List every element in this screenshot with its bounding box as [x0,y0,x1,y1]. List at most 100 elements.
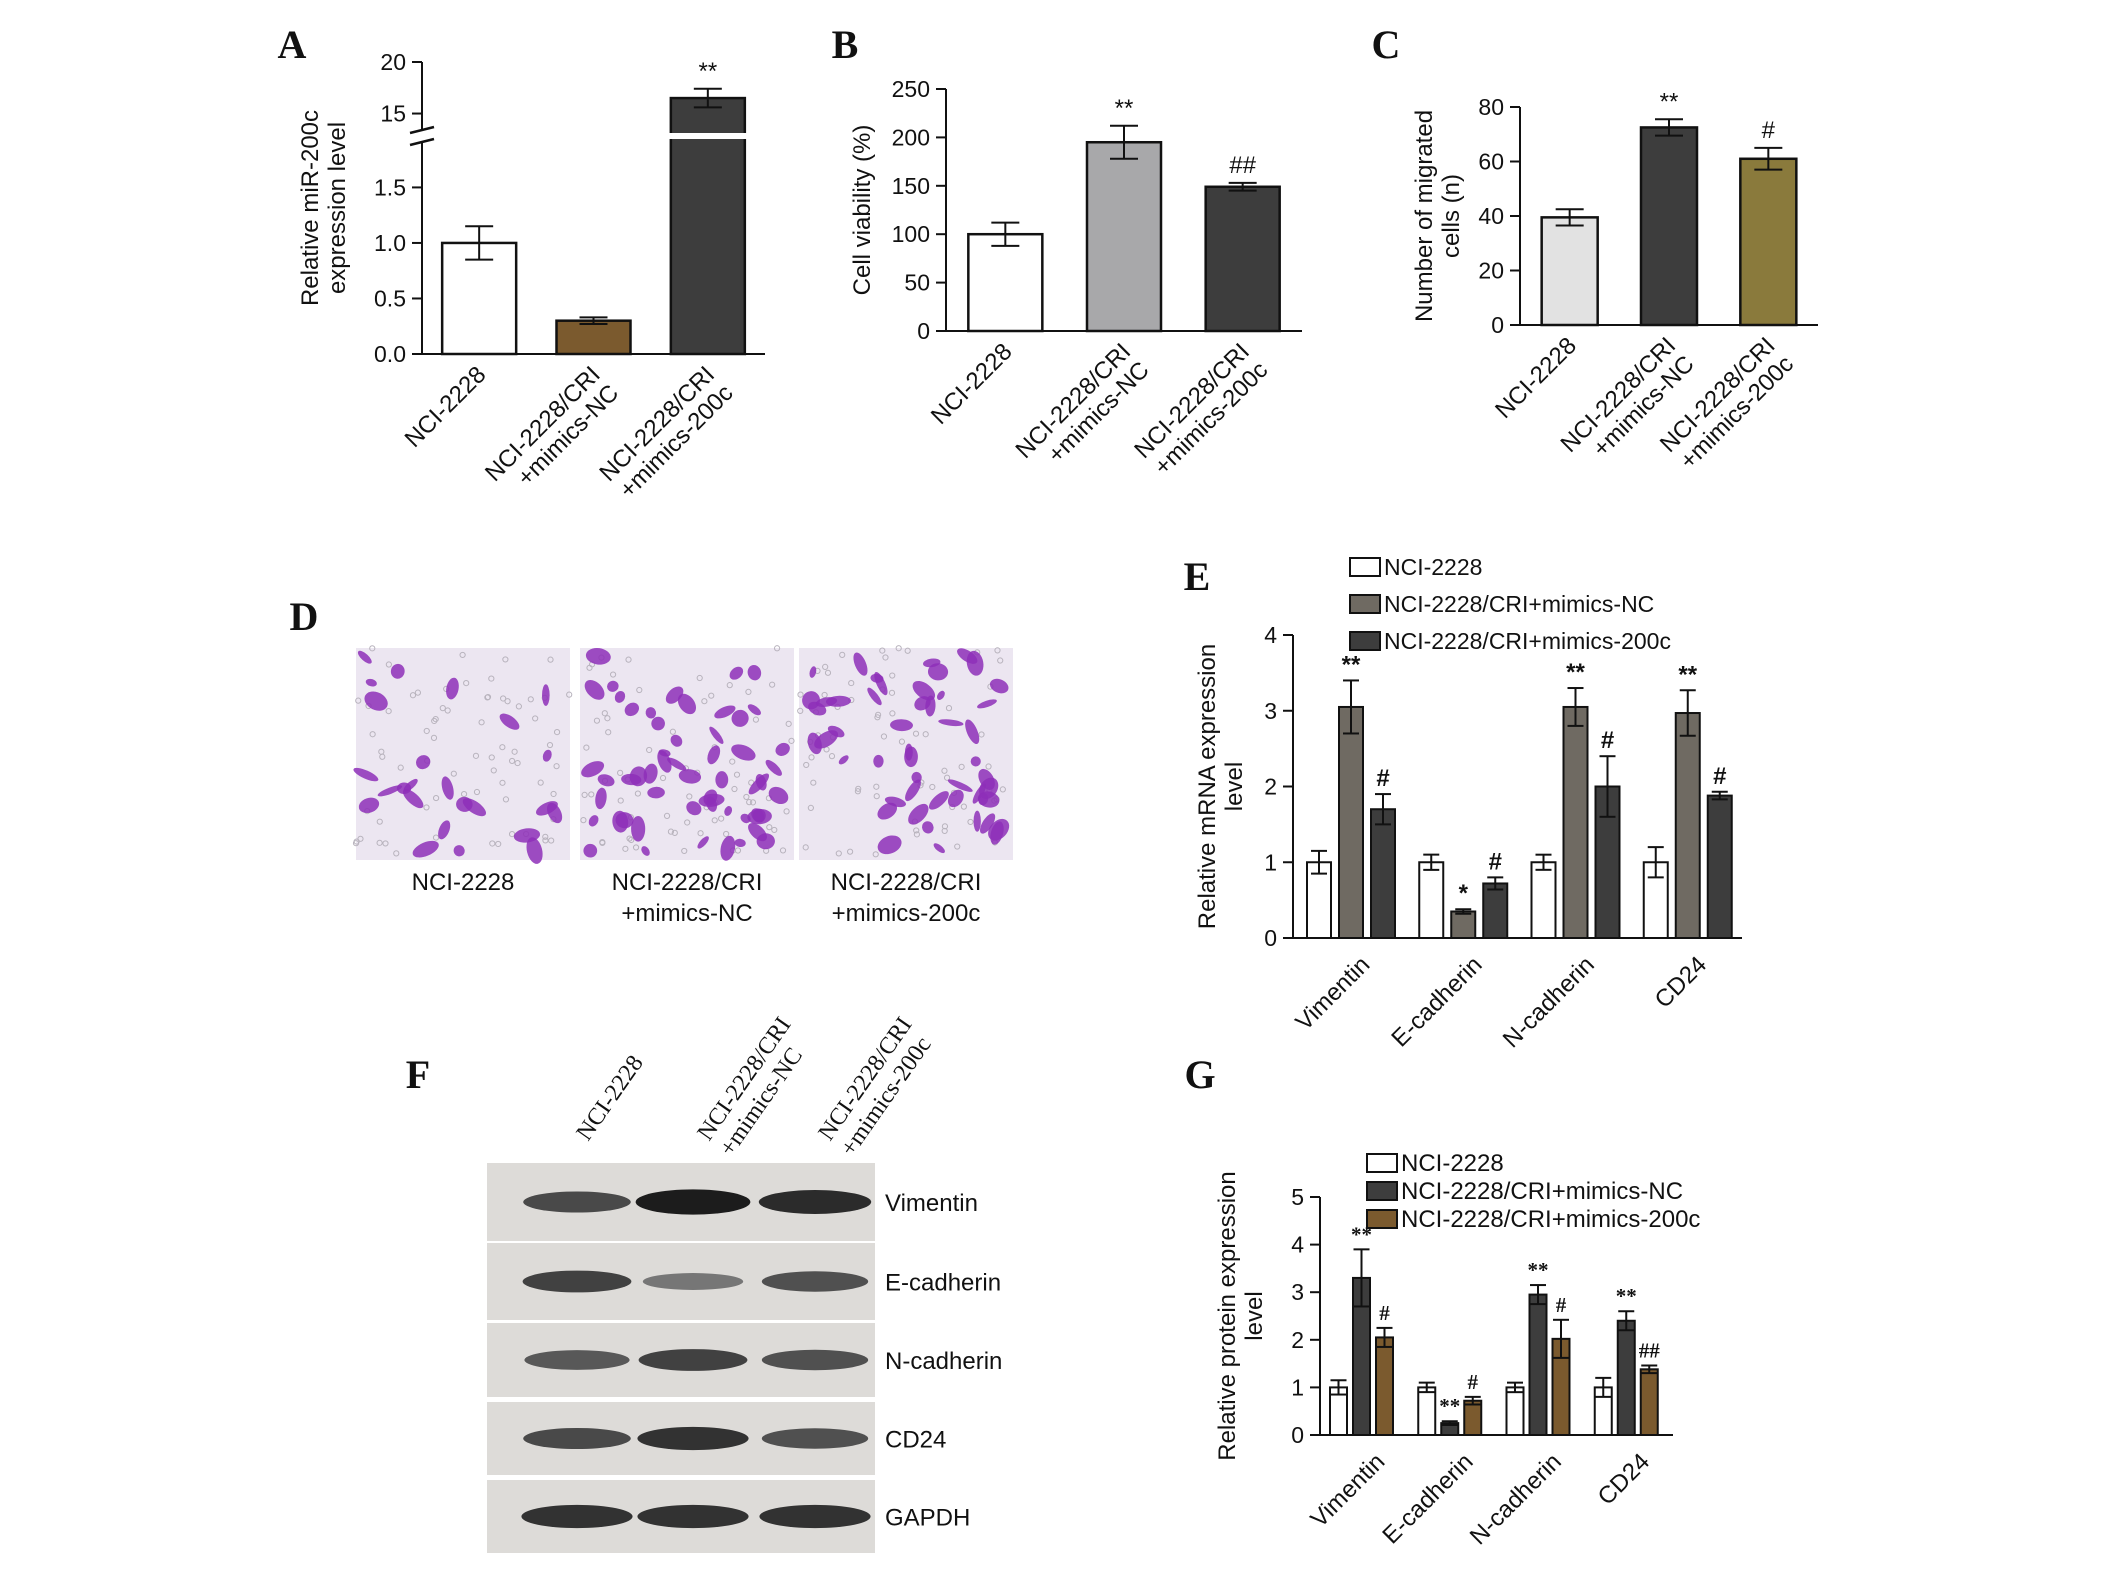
blot-lane-label: NCI-2228/CRI+mimics-NC [693,1013,808,1161]
membrane-pore [929,783,936,791]
svg-text:NCI-2228/CRI+mimics-200c: NCI-2228/CRI+mimics-200c [831,869,982,927]
membrane-pore [663,812,671,819]
membrane-pore [745,688,752,695]
stained-cell [747,664,762,681]
membrane-pore [495,840,502,848]
membrane-pore [599,839,606,847]
membrane-pore [701,698,708,705]
y-tick-label: 250 [892,76,930,102]
y-tick-label: 0.0 [374,341,406,367]
bar [1370,808,1396,939]
stained-cell [396,782,412,795]
stained-cell [595,787,607,810]
stained-cell [890,719,913,732]
stained-cell [768,786,789,805]
membrane-pore [733,771,741,778]
membrane-pore [450,770,457,777]
membrane-pore [941,827,948,835]
legend-label: NCI-2228 [1401,1150,1504,1177]
svg-text:NCI-2228/CRI+mimics-200c: NCI-2228/CRI+mimics-200c [594,361,738,505]
stained-cell [814,730,839,749]
protein-band [761,1271,869,1292]
membrane-pore [463,679,470,687]
stained-cell [747,704,761,716]
bar [967,232,1044,333]
membrane-pore [604,715,611,722]
stained-cell [588,815,599,827]
y-axis-label: Relative mRNA expressionlevel [1194,644,1248,929]
membrane-pore [546,741,554,749]
x-category-label: NCI-2228/CRI+mimics-NC [1011,338,1155,468]
membrane-pore [439,705,446,712]
stained-cell [877,835,902,855]
stained-cell [358,797,380,814]
stained-cell [597,774,615,787]
membrane-pore [527,696,534,703]
bar [1639,126,1699,327]
protein-band [758,1190,872,1214]
membrane-pore [376,818,383,825]
stained-cell [740,813,751,824]
bar [1375,1336,1394,1437]
stained-cell [729,666,744,680]
panel-d-micrographs: NCI-2228 NCI-2228/CRI +mimics-NC NCI-2228/C… [352,645,1013,927]
membrane-pore [432,794,440,802]
x-category-label: E-cadherin [1377,1448,1478,1549]
membrane-pore [609,671,617,678]
x-category-label: CD24 [1593,1448,1655,1510]
stained-cell [957,648,978,664]
membrane-pore [617,769,624,776]
stained-cell [624,702,640,717]
significance-label: ## [1229,152,1256,179]
significance-label: ** [1351,1222,1372,1246]
membrane-pore [409,692,417,699]
membrane-pore [499,744,506,751]
micrograph-background [356,648,570,860]
y-tick-label: 20 [380,49,406,75]
stained-cell [365,678,377,687]
legend-swatch [1366,1153,1398,1173]
stained-cell [707,745,721,765]
panel-letter-c: C [1372,22,1401,67]
membrane-pore [537,779,544,786]
membrane-pore [835,850,842,857]
bar [1463,1399,1483,1437]
legend-swatch [1349,557,1381,577]
membrane-pore [499,779,506,786]
panel-letter-g: G [1184,1052,1215,1097]
membrane-pore [671,829,678,836]
membrane-pore [839,651,846,658]
panel-letter-b: B [832,22,859,67]
significance-label: ** [1115,95,1134,122]
stained-cell [927,663,949,681]
stained-cell [802,691,820,710]
stained-cell [513,828,541,843]
y-tick-label: 0 [917,318,930,344]
membrane-pore [385,707,392,715]
protein-band [637,1504,749,1529]
y-tick-label: 3 [1291,1279,1304,1305]
svg-text:NCI-2228: NCI-2228 [412,869,515,896]
protein-band [761,1349,869,1371]
stained-cell [499,713,520,730]
stained-cell [775,742,790,756]
membrane-pore [718,815,725,822]
y-tick-label: 200 [892,124,930,150]
membrane-pore [580,817,587,824]
y-tick-label: 40 [1478,203,1504,229]
y-tick-label: 0.5 [374,285,406,311]
significance-label: # [1489,848,1502,875]
stained-cell [748,773,770,795]
membrane-pore [581,791,588,798]
stained-cell [938,719,964,727]
membrane-pore [532,715,539,722]
stained-cell [714,705,736,719]
membrane-pore [913,827,920,834]
membrane-pore [997,657,1004,664]
stained-cell [709,726,724,744]
blot-protein-label: Vimentin [885,1190,978,1217]
x-category-label: NCI-2228 [926,338,1018,430]
stained-cell [905,779,921,802]
significance-label: ** [1616,1284,1637,1308]
stained-cell [874,671,888,696]
